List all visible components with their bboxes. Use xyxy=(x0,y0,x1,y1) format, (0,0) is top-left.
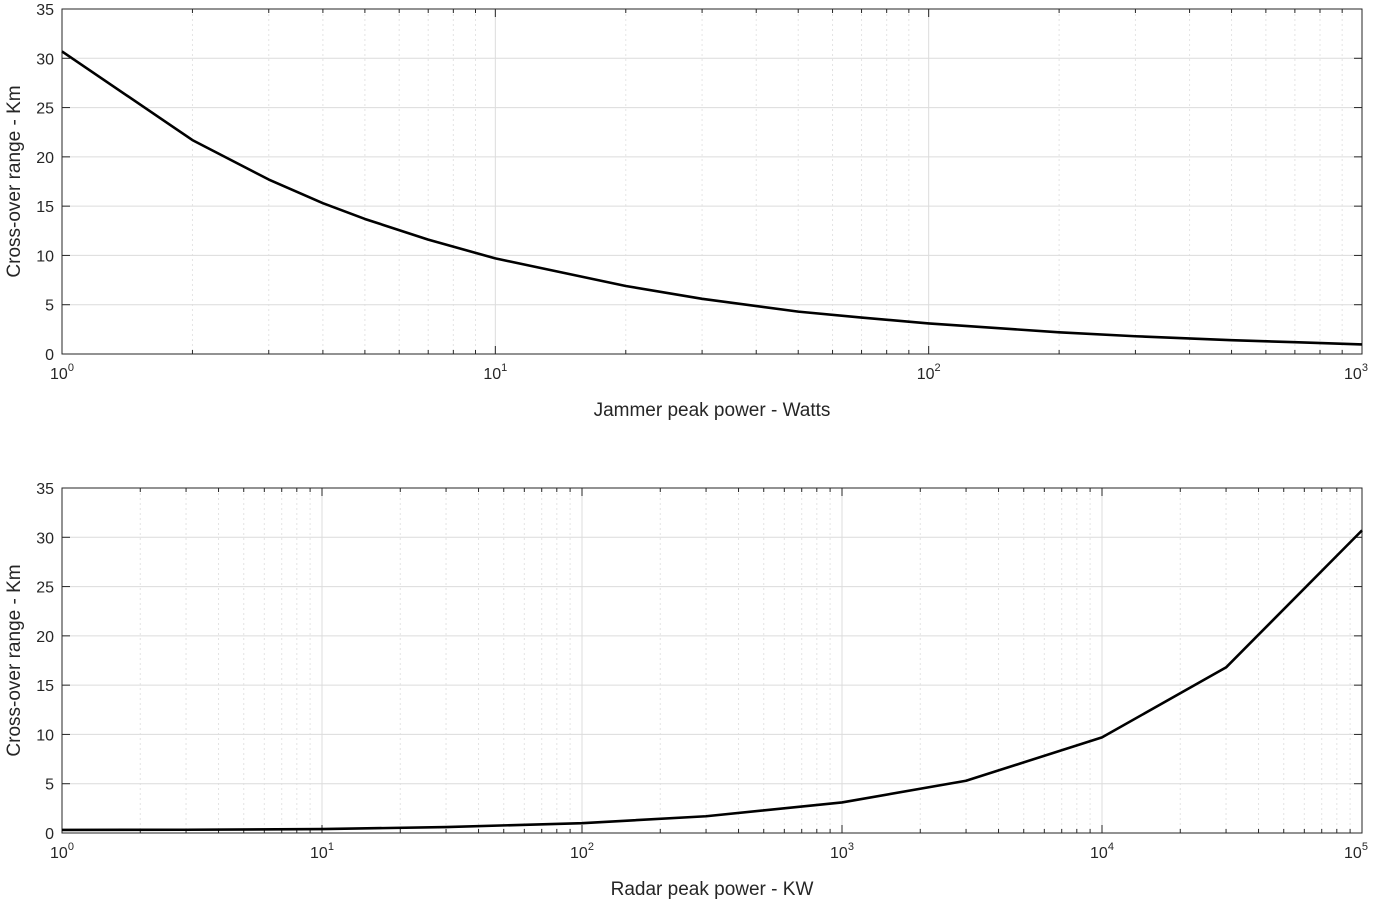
y-tick-label: 15 xyxy=(36,199,54,216)
x-tick-label: 100 xyxy=(50,841,74,862)
x-tick-base: 10 xyxy=(830,845,848,862)
x-tick-exponent: 0 xyxy=(68,841,74,853)
y-axis-title: Cross-over range - Km xyxy=(4,564,25,756)
y-tick-label: 35 xyxy=(36,481,54,498)
x-tick-base: 10 xyxy=(1344,845,1362,862)
x-tick-base: 10 xyxy=(310,845,328,862)
x-tick-base: 10 xyxy=(570,845,588,862)
x-tick-exponent: 3 xyxy=(1362,362,1368,374)
x-tick-base: 10 xyxy=(917,366,935,383)
x-tick-exponent: 0 xyxy=(68,362,74,374)
x-tick-label: 102 xyxy=(570,841,594,862)
y-tick-label: 30 xyxy=(36,51,54,68)
plot-frame xyxy=(61,487,1363,834)
y-tick-label: 15 xyxy=(36,678,54,695)
plot-frame xyxy=(61,8,1363,355)
y-axis-title: Cross-over range - Km xyxy=(4,85,25,277)
y-tick-label: 20 xyxy=(36,629,54,646)
series-line xyxy=(61,529,1363,832)
x-tick-exponent: 4 xyxy=(1108,841,1114,853)
x-tick-base: 10 xyxy=(483,366,501,383)
x-tick-exponent: 3 xyxy=(848,841,854,853)
x-tick-exponent: 2 xyxy=(935,362,941,374)
x-tick-label: 103 xyxy=(1344,362,1368,383)
y-tick-label: 25 xyxy=(36,580,54,597)
x-tick-label: 102 xyxy=(917,362,941,383)
x-tick-exponent: 2 xyxy=(588,841,594,853)
x-tick-label: 105 xyxy=(1344,841,1368,862)
x-tick-exponent: 5 xyxy=(1362,841,1368,853)
y-tick-label: 5 xyxy=(45,298,54,315)
x-tick-label: 104 xyxy=(1090,841,1114,862)
x-tick-exponent: 1 xyxy=(328,841,334,853)
x-tick-exponent: 1 xyxy=(501,362,507,374)
x-tick-label: 101 xyxy=(483,362,507,383)
x-tick-base: 10 xyxy=(1090,845,1108,862)
x-tick-base: 10 xyxy=(1344,366,1362,383)
y-tick-label: 5 xyxy=(45,777,54,794)
x-tick-label: 103 xyxy=(830,841,854,862)
x-tick-label: 100 xyxy=(50,362,74,383)
y-tick-label: 10 xyxy=(36,248,54,265)
x-axis-title: Radar peak power - KW xyxy=(611,879,814,900)
y-tick-label: 35 xyxy=(36,2,54,19)
y-tick-label: 30 xyxy=(36,530,54,547)
series-line xyxy=(61,50,1363,346)
y-tick-label: 0 xyxy=(45,826,54,843)
y-tick-label: 10 xyxy=(36,727,54,744)
y-tick-label: 20 xyxy=(36,150,54,167)
x-tick-base: 10 xyxy=(50,845,68,862)
x-tick-base: 10 xyxy=(50,366,68,383)
x-axis-title: Jammer peak power - Watts xyxy=(594,400,831,421)
y-tick-label: 25 xyxy=(36,101,54,118)
y-tick-label: 0 xyxy=(45,347,54,364)
x-tick-label: 101 xyxy=(310,841,334,862)
